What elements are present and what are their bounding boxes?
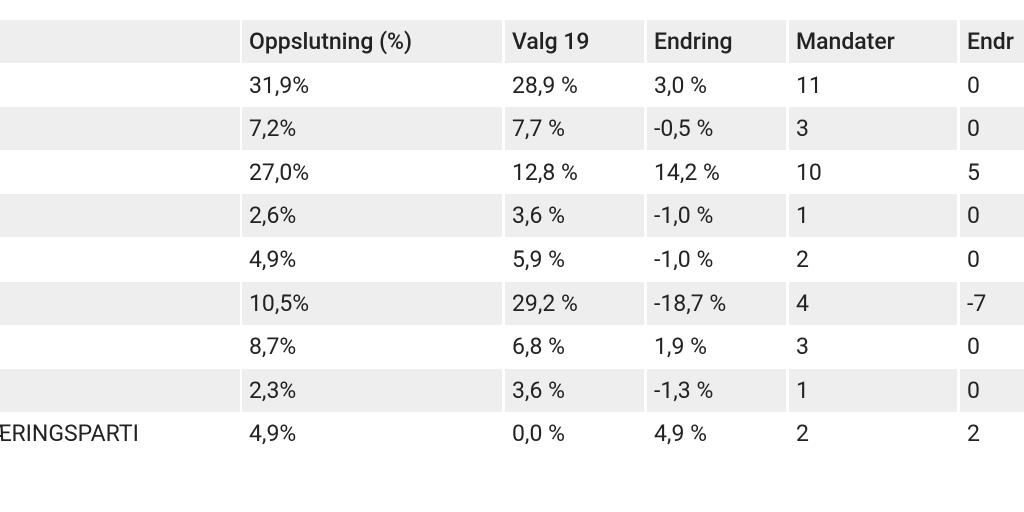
table-cell: 8,7% [249,333,297,361]
header-cell: Valg 19 [505,20,644,63]
table-cell: 29,2 % [505,281,644,325]
table-cell: 4,9 % [654,420,707,448]
table-cell: 3,6 % [505,368,644,412]
header-cell: Oppslutning (%) [242,20,502,63]
table-cell: -7 [960,281,1024,325]
table-cell [0,281,240,325]
table-cell: 10 [796,158,822,186]
table-cell: 1 [789,368,957,412]
table-cell: 4,9% [249,420,297,448]
table-cell: 10,5% [242,281,502,325]
table-cell: 0,0 % [512,420,565,448]
table-cell: 4 [789,281,957,325]
table-cell [0,368,240,412]
header-cell: Endr [960,20,1024,63]
table-cell: 3,6 % [505,194,644,238]
table-cell: 28,9 % [512,71,578,99]
table-cell: 31,9% [249,71,310,99]
table-cell: 2 [796,246,809,273]
table-cell: 0 [960,194,1024,238]
table-cell: 7,7 % [505,107,644,151]
table-cell: 2,3% [242,368,502,412]
table-cell [0,325,240,368]
table-cell: 3,0 % [654,71,707,99]
table-cell: 12,8 % [512,158,578,186]
header-cell [0,20,240,63]
table-cell: 2 [967,420,980,448]
table-cell: 0 [960,368,1024,412]
table-cell: 6,8 % [512,333,565,361]
header-cell: Mandater [789,20,957,63]
table-cell: 2 [796,420,809,448]
table-cell: 4,9% [249,246,297,273]
table-cell: 3 [796,333,809,361]
table-cell [0,64,240,107]
table-cell [0,151,240,194]
table-cell: ÆRINGSPARTI [0,420,139,448]
table-cell: -1,3 % [647,368,786,412]
table-cell: -1,0 % [647,194,786,238]
table-cell: -0,5 % [647,107,786,151]
table-cell: 0 [967,246,980,273]
table-cell [0,194,240,238]
table-cell: -18,7 % [647,281,786,325]
table-cell: 1 [789,194,957,238]
table-cell: 14,2 % [654,158,720,186]
table-cell: 5 [967,158,980,186]
table-cell: 0 [967,333,980,361]
table-cell: 3 [789,107,957,151]
table-cell: 7,2% [242,107,502,151]
table-cell: 11 [796,71,822,99]
table-cell: 0 [960,107,1024,151]
table-cell: 0 [967,71,980,99]
table-cell: 5,9 % [512,246,565,273]
table-cell: -1,0 % [654,246,714,273]
header-cell: Endring [647,20,786,63]
table-cell: 1,9 % [654,333,707,361]
table-cell [0,107,240,151]
table-cell: 2,6% [242,194,502,238]
table-cell [0,238,240,281]
table-cell: 27,0% [249,158,310,186]
